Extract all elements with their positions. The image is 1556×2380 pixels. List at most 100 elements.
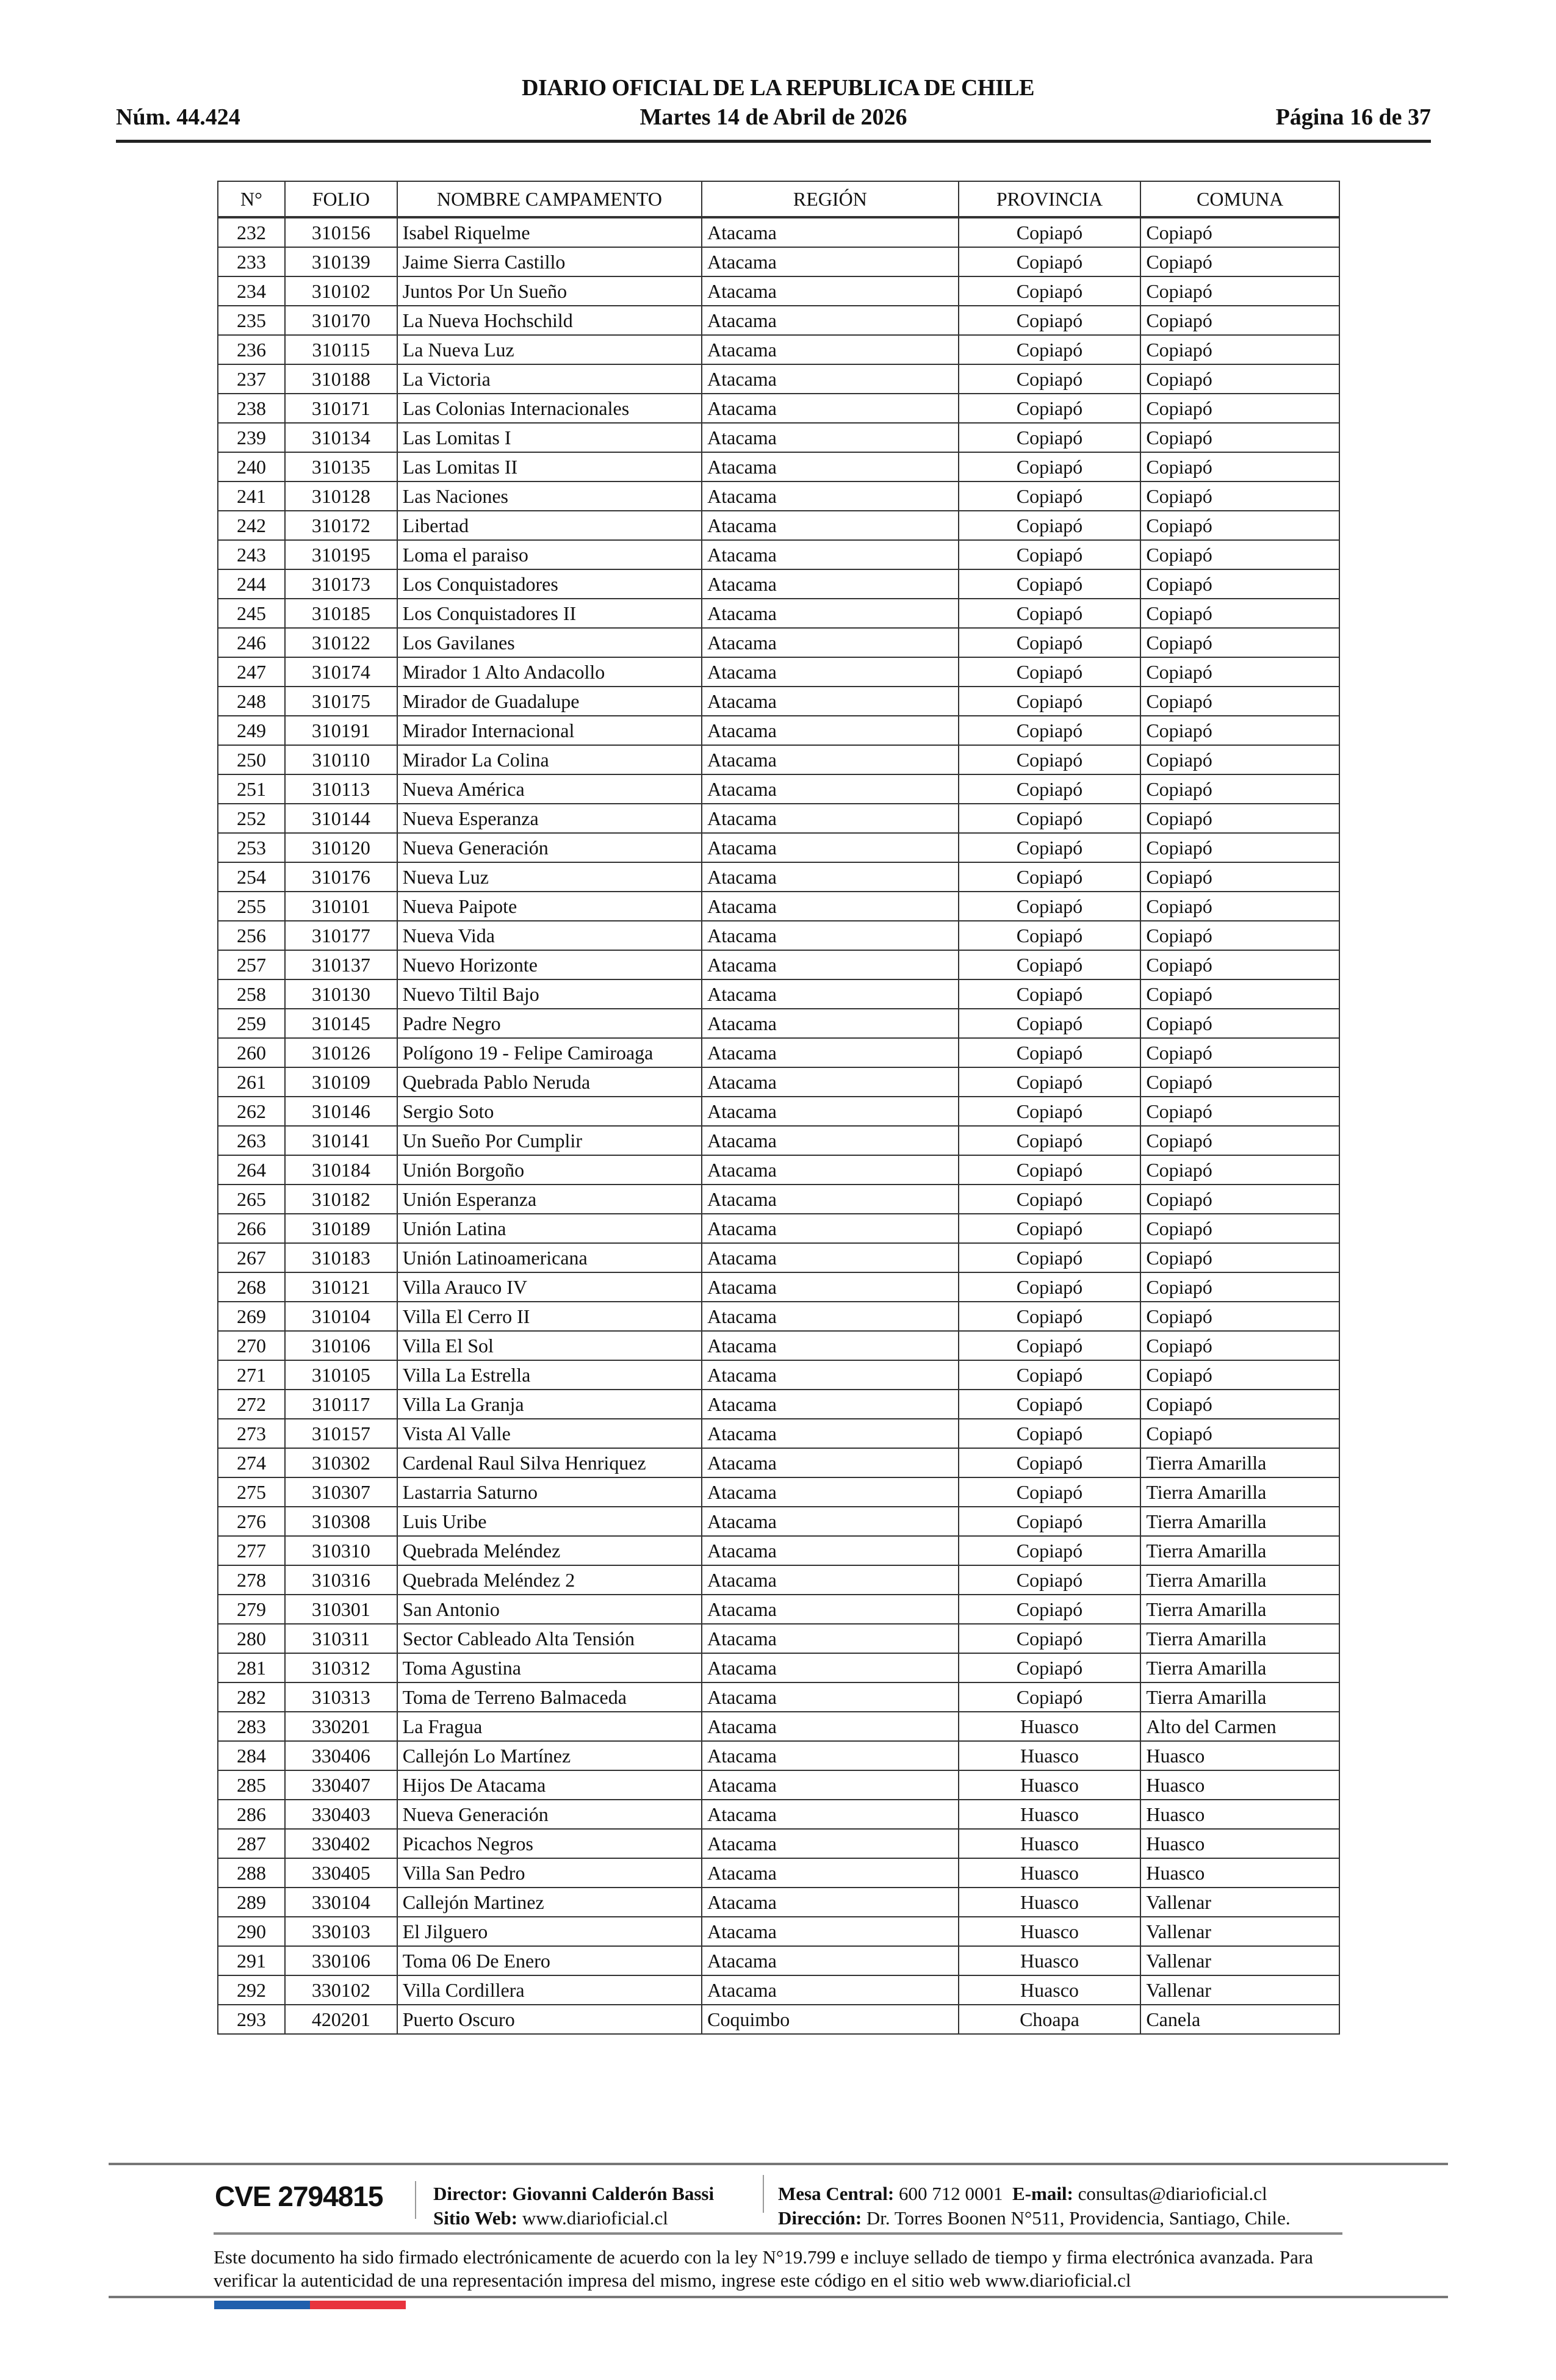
address: Dr. Torres Boonen N°511, Providencia, Sa… xyxy=(866,2207,1291,2229)
row-number-cell: 266 xyxy=(217,1213,286,1244)
column-header: N° xyxy=(217,181,286,218)
campamento-name-cell: Villa La Estrella xyxy=(396,1360,703,1390)
region-cell: Atacama xyxy=(701,452,959,482)
table-row: 262 310146 Sergio Soto Atacama Copiapó Copiap… xyxy=(217,1096,1340,1127)
folio-cell: 310115 xyxy=(284,334,398,365)
row-number-cell: 286 xyxy=(217,1799,286,1830)
folio-cell: 310174 xyxy=(284,657,398,687)
table-row: 232 310156 Isabel Riquelme Atacama Copiapó Co… xyxy=(217,217,1340,248)
table-row: 259 310145 Padre Negro Atacama Copiapó Copiap… xyxy=(217,1008,1340,1039)
comuna-cell: Copiapó xyxy=(1140,774,1340,804)
comuna-cell: Copiapó xyxy=(1140,686,1340,716)
row-number-cell: 273 xyxy=(217,1418,286,1449)
row-number-cell: 244 xyxy=(217,569,286,599)
comuna-cell: Copiapó xyxy=(1140,393,1340,424)
region-cell: Atacama xyxy=(701,1125,959,1156)
table-row: 261 310109 Quebrada Pablo Neruda Atacama Cop… xyxy=(217,1067,1340,1097)
region-cell: Atacama xyxy=(701,1799,959,1830)
region-cell: Atacama xyxy=(701,1096,959,1127)
comuna-cell: Copiapó xyxy=(1140,598,1340,629)
table-row: 277 310310 Quebrada Meléndez Atacama Copiapó… xyxy=(217,1535,1340,1566)
campamento-name-cell: Villa La Granja xyxy=(396,1389,703,1419)
campamento-name-cell: La Nueva Hochschild xyxy=(396,305,703,336)
row-number-cell: 262 xyxy=(217,1096,286,1127)
region-cell: Atacama xyxy=(701,1360,959,1390)
region-cell: Atacama xyxy=(701,979,959,1009)
folio-cell: 310175 xyxy=(284,686,398,716)
comuna-cell: Canela xyxy=(1140,2004,1340,2035)
region-cell: Atacama xyxy=(701,510,959,541)
email-link[interactable]: consultas@diarioficial.cl xyxy=(1078,2183,1267,2204)
campamento-name-cell: Un Sueño Por Cumplir xyxy=(396,1125,703,1156)
comuna-cell: Copiapó xyxy=(1140,745,1340,775)
folio-cell: 310301 xyxy=(284,1594,398,1625)
row-number-cell: 259 xyxy=(217,1008,286,1039)
provincia-cell: Copiapó xyxy=(957,745,1142,775)
region-cell: Atacama xyxy=(701,950,959,980)
table-row: 288 330405 Villa San Pedro Atacama Huasco Hua… xyxy=(217,1858,1340,1888)
row-number-cell: 233 xyxy=(217,247,286,277)
table-row: 267 310183 Unión Latinoamericana Atacama Cop… xyxy=(217,1242,1340,1273)
folio-cell: 310120 xyxy=(284,832,398,863)
region-cell: Atacama xyxy=(701,364,959,394)
comuna-cell: Tierra Amarilla xyxy=(1140,1506,1340,1537)
campamento-name-cell: Villa El Cerro II xyxy=(396,1301,703,1332)
provincia-cell: Copiapó xyxy=(957,1389,1142,1419)
comuna-cell: Copiapó xyxy=(1140,657,1340,687)
folio-cell: 420201 xyxy=(284,2004,398,2035)
provincia-cell: Copiapó xyxy=(957,774,1142,804)
table-row: 245 310185 Los Conquistadores II Atacama Cop… xyxy=(217,598,1340,629)
region-cell: Atacama xyxy=(701,422,959,453)
region-cell: Atacama xyxy=(701,1535,959,1566)
region-cell: Atacama xyxy=(701,305,959,336)
region-cell: Atacama xyxy=(701,1330,959,1361)
region-cell: Atacama xyxy=(701,276,959,306)
column-header: COMUNA xyxy=(1140,181,1340,218)
provincia-cell: Copiapó xyxy=(957,1418,1142,1449)
flag-stripe-red xyxy=(310,2301,406,2309)
folio-cell: 310130 xyxy=(284,979,398,1009)
region-cell: Atacama xyxy=(701,481,959,511)
header-row: Martes 14 de Abril de 2026 Núm. 44.424 P… xyxy=(116,104,1431,134)
campamento-name-cell: Juntos Por Un Sueño xyxy=(396,276,703,306)
region-cell: Atacama xyxy=(701,1418,959,1449)
comuna-cell: Copiapó xyxy=(1140,217,1340,248)
campamento-name-cell: Picachos Negros xyxy=(396,1828,703,1859)
table-row: 253 310120 Nueva Generación Atacama Copiapó C… xyxy=(217,832,1340,863)
table-body: 232 310156 Isabel Riquelme Atacama Copiapó Co… xyxy=(217,217,1340,2035)
row-number-cell: 241 xyxy=(217,481,286,511)
campamento-name-cell: Las Colonias Internacionales xyxy=(396,393,703,424)
campamento-name-cell: Las Naciones xyxy=(396,481,703,511)
provincia-cell: Huasco xyxy=(957,1858,1142,1888)
comuna-cell: Copiapó xyxy=(1140,1008,1340,1039)
campamento-name-cell: Vista Al Valle xyxy=(396,1418,703,1449)
row-number-cell: 249 xyxy=(217,715,286,746)
table-row: 251 310113 Nueva América Atacama Copiapó Copi… xyxy=(217,774,1340,804)
region-cell: Atacama xyxy=(701,1213,959,1244)
campamento-name-cell: Villa El Sol xyxy=(396,1330,703,1361)
row-number-cell: 287 xyxy=(217,1828,286,1859)
provincia-cell: Copiapó xyxy=(957,1448,1142,1478)
comuna-cell: Copiapó xyxy=(1140,950,1340,980)
comuna-cell: Copiapó xyxy=(1140,920,1340,951)
comuna-cell: Copiapó xyxy=(1140,569,1340,599)
table-row: 291 330106 Toma 06 De Enero Atacama Huasco Va… xyxy=(217,1945,1340,1976)
comuna-cell: Copiapó xyxy=(1140,364,1340,394)
campamento-name-cell: Toma 06 De Enero xyxy=(396,1945,703,1976)
row-number-cell: 252 xyxy=(217,803,286,834)
region-cell: Atacama xyxy=(701,862,959,892)
row-number-cell: 253 xyxy=(217,832,286,863)
website-link[interactable]: www.diarioficial.cl xyxy=(522,2207,668,2229)
region-cell: Atacama xyxy=(701,627,959,658)
comuna-cell: Copiapó xyxy=(1140,539,1340,570)
region-cell: Atacama xyxy=(701,891,959,921)
campamento-name-cell: Libertad xyxy=(396,510,703,541)
comuna-cell: Vallenar xyxy=(1140,1887,1340,1917)
table-row: 249 310191 Mirador Internacional Atacama Cop… xyxy=(217,715,1340,746)
table-row: 271 310105 Villa La Estrella Atacama Copiapó… xyxy=(217,1360,1340,1390)
folio-cell: 310105 xyxy=(284,1360,398,1390)
campamento-name-cell: Mirador 1 Alto Andacollo xyxy=(396,657,703,687)
table-row: 260 310126 Polígono 19 - Felipe Camiroaga A… xyxy=(217,1037,1340,1068)
region-cell: Atacama xyxy=(701,539,959,570)
campamento-name-cell: Nueva Generación xyxy=(396,832,703,863)
